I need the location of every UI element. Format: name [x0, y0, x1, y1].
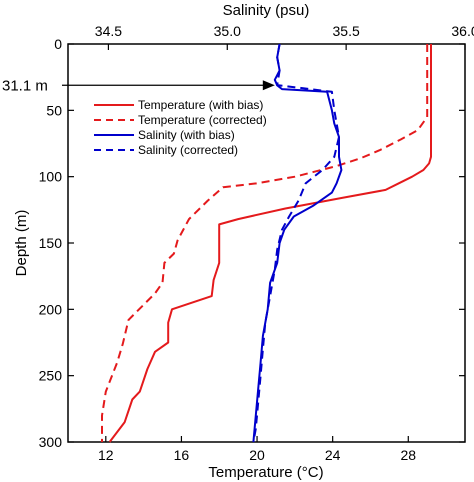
legend-label: Salinity (corrected): [138, 143, 238, 157]
series-line-salinity-with-bias: [252, 43, 343, 443]
annotation-label: 31.1 m: [2, 77, 48, 94]
y-tick-label: 300: [39, 434, 63, 450]
bottom-tick-label: 28: [400, 447, 416, 463]
plot-frame: [67, 43, 466, 443]
top-tick-label: 35.0: [214, 23, 241, 39]
y-tick-label: 100: [39, 169, 63, 185]
legend-label: Temperature (corrected): [138, 113, 267, 127]
top-tick-label: 36.0: [451, 23, 474, 39]
bottom-tick-label: 24: [325, 447, 341, 463]
legend-label: Temperature (with bias): [138, 98, 263, 112]
y-tick-label: 200: [39, 301, 63, 317]
bottom-tick-label: 20: [249, 447, 265, 463]
annotation-arrowhead: [262, 80, 275, 91]
series-line-salinity-corrected: [252, 43, 340, 443]
series-line-temperature-with-bias: [108, 44, 432, 443]
y-tick-label: 50: [46, 102, 62, 118]
top-tick-label: 35.5: [333, 23, 360, 39]
bottom-axis-title: Temperature (°C): [208, 464, 323, 481]
y-axis-title: Depth (m): [13, 210, 30, 277]
top-tick-label: 34.5: [95, 23, 122, 39]
bottom-tick-label: 16: [174, 447, 190, 463]
legend-label: Salinity (with bias): [138, 128, 235, 142]
top-axis-title: Salinity (psu): [223, 2, 310, 19]
legend-entry-salinity-corrected: Salinity (corrected): [94, 143, 238, 157]
axis-ticks: 12 16 20 24 28 34.5 35.0 35.5 36.0 0 50 100 150 200 25…: [39, 23, 474, 463]
bottom-tick-label: 12: [98, 447, 114, 463]
y-tick-label: 250: [39, 368, 63, 384]
legend-entry-salinity-bias: Salinity (with bias): [94, 128, 235, 142]
legend-entry-temperature-corrected: Temperature (corrected): [94, 113, 267, 127]
legend: Temperature (with bias) Temperature (cor…: [94, 98, 267, 157]
series-line-temperature-corrected: [101, 44, 429, 442]
y-tick-label: 150: [39, 235, 63, 251]
y-tick-label: 0: [54, 36, 62, 52]
series-layer: [101, 43, 432, 443]
legend-entry-temperature-bias: Temperature (with bias): [94, 98, 263, 112]
depth-annotation: 31.1 m: [2, 77, 275, 94]
